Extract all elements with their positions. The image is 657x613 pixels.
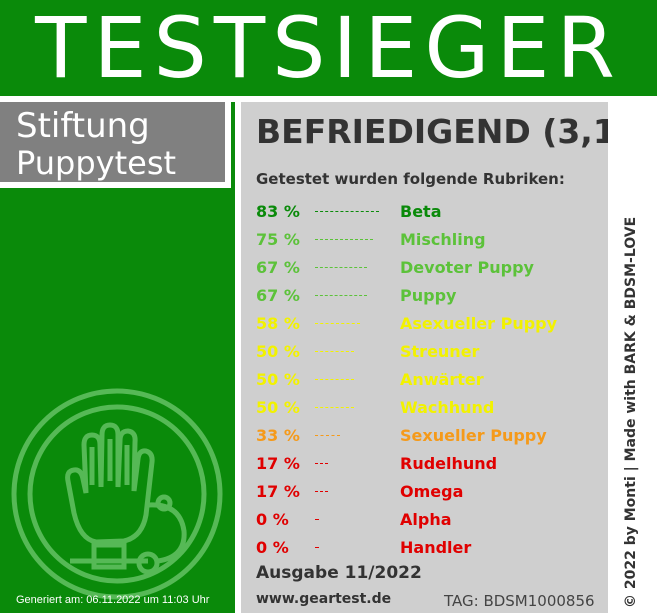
category-label: Sexueller Puppy	[400, 426, 547, 445]
list-item: 50 % Streuner	[256, 338, 606, 366]
score-bar	[315, 407, 354, 408]
banner-divider	[0, 96, 657, 102]
percent-value: 50 %	[256, 398, 300, 417]
percent-value: 58 %	[256, 314, 300, 333]
tag-id: TAG: BDSM1000856	[444, 592, 595, 610]
score-bar	[315, 519, 319, 520]
percent-value: 0 %	[256, 510, 289, 529]
list-item: 0 % Alpha	[256, 506, 606, 534]
category-list: 83 % Beta 75 % Mischling 67 % Devoter Puppy…	[256, 198, 606, 562]
categories-subtitle: Getestet wurden folgende Rubriken:	[256, 170, 565, 188]
score-bar	[315, 323, 360, 324]
percent-value: 17 %	[256, 482, 300, 501]
list-item: 67 % Puppy	[256, 282, 606, 310]
percent-value: 75 %	[256, 230, 300, 249]
generated-timestamp: Generiert am: 06.11.2022 um 11:03 Uhr	[16, 594, 210, 606]
list-item: 50 % Wachhund	[256, 394, 606, 422]
list-item: 58 % Asexueller Puppy	[256, 310, 606, 338]
category-label: Puppy	[400, 286, 457, 305]
percent-value: 50 %	[256, 342, 300, 361]
score-bar	[315, 267, 367, 268]
grade-heading: BEFRIEDIGEND (3,1)	[256, 112, 631, 151]
category-label: Devoter Puppy	[400, 258, 534, 277]
score-bar	[315, 379, 354, 380]
list-item: 17 % Rudelhund	[256, 450, 606, 478]
list-item: 75 % Mischling	[256, 226, 606, 254]
testsieger-banner: TESTSIEGER	[0, 0, 657, 96]
issue-label: Ausgabe 11/2022	[256, 563, 422, 583]
score-bar	[315, 211, 379, 212]
credit-strip	[608, 102, 657, 613]
category-label: Mischling	[400, 230, 486, 249]
percent-value: 83 %	[256, 202, 300, 221]
percent-value: 67 %	[256, 258, 300, 277]
org-box: Stiftung Puppytest	[0, 102, 231, 188]
percent-value: 17 %	[256, 454, 300, 473]
score-bar	[315, 463, 328, 464]
result-panel	[241, 102, 608, 613]
category-label: Beta	[400, 202, 442, 221]
percent-value: 0 %	[256, 538, 289, 557]
org-name-line2: Puppytest	[16, 144, 177, 182]
hand-cuff-icon	[11, 388, 223, 600]
list-item: 33 % Sexueller Puppy	[256, 422, 606, 450]
category-label: Streuner	[400, 342, 480, 361]
list-item: 17 % Omega	[256, 478, 606, 506]
list-item: 0 % Handler	[256, 534, 606, 562]
column-divider	[235, 102, 241, 613]
score-bar	[315, 295, 367, 296]
percent-value: 67 %	[256, 286, 300, 305]
score-bar	[315, 239, 373, 240]
score-bar	[315, 435, 340, 436]
list-item: 50 % Anwärter	[256, 366, 606, 394]
category-label: Wachhund	[400, 398, 495, 417]
list-item: 67 % Devoter Puppy	[256, 254, 606, 282]
org-name-line1: Stiftung	[16, 106, 150, 146]
website-link[interactable]: www.geartest.de	[256, 591, 392, 607]
category-label: Handler	[400, 538, 472, 557]
category-label: Rudelhund	[400, 454, 498, 473]
percent-value: 50 %	[256, 370, 300, 389]
list-item: 83 % Beta	[256, 198, 606, 226]
score-bar	[315, 351, 354, 352]
percent-value: 33 %	[256, 426, 300, 445]
score-bar	[315, 491, 328, 492]
category-label: Omega	[400, 482, 464, 501]
category-label: Alpha	[400, 510, 452, 529]
credit-text: © 2022 by Monti | Made with BARK & BDSM-…	[623, 216, 639, 608]
category-label: Anwärter	[400, 370, 484, 389]
category-label: Asexueller Puppy	[400, 314, 558, 333]
score-bar	[315, 547, 319, 548]
